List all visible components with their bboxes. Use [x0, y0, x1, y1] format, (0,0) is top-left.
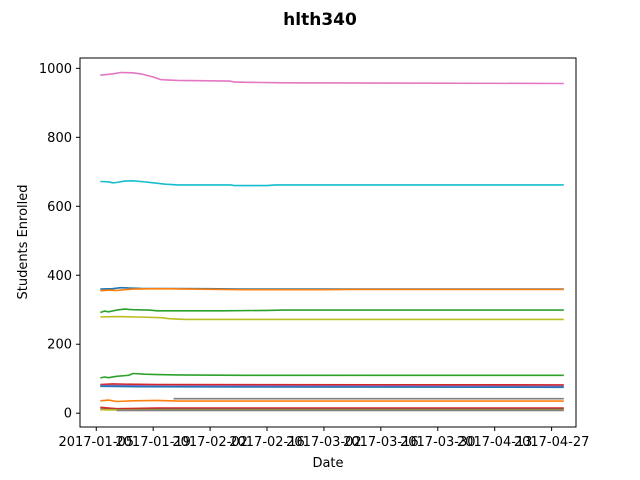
series-line: [100, 385, 564, 389]
series-line: [100, 315, 564, 321]
x-tick-label: 2017-03-02: [286, 435, 362, 450]
x-tick-label: 2017-04-13: [457, 435, 533, 450]
x-tick-label: 2017-02-16: [229, 435, 305, 450]
x-tick-label: 2017-04-27: [514, 435, 590, 450]
series-line: [100, 308, 564, 314]
y-tick-label: 800: [47, 131, 72, 146]
x-axis-label: Date: [312, 456, 343, 471]
series-line: [100, 384, 564, 388]
series-line: [100, 383, 564, 386]
series-layer: [100, 71, 564, 412]
y-tick-label: 1000: [39, 62, 72, 77]
chart-title: hlth340: [283, 10, 357, 30]
plot-frame: [79, 57, 577, 428]
series-line: [100, 180, 564, 187]
x-tick-label: 2017-01-05: [58, 435, 134, 450]
y-tick-label: 600: [47, 200, 72, 215]
y-tick-label: 200: [47, 338, 72, 353]
x-tick-label: 2017-03-30: [400, 435, 476, 450]
x-tick-label: 2017-02-02: [172, 435, 248, 450]
y-axis-label: Students Enrolled: [16, 184, 31, 299]
x-tick-label: 2017-01-19: [115, 435, 191, 450]
y-tick-label: 0: [64, 407, 72, 422]
y-tick-label: 400: [47, 269, 72, 284]
series-line: [100, 71, 564, 85]
series-line: [100, 399, 564, 403]
series-line: [100, 406, 564, 410]
y-axis: 0 200 400 600 800 1000: [39, 62, 80, 422]
x-tick-label: 2017-03-16: [343, 435, 419, 450]
series-line: [100, 287, 564, 292]
x-axis: 2017-01-052017-01-192017-02-022017-02-16…: [58, 427, 589, 450]
series-line: [100, 372, 564, 379]
